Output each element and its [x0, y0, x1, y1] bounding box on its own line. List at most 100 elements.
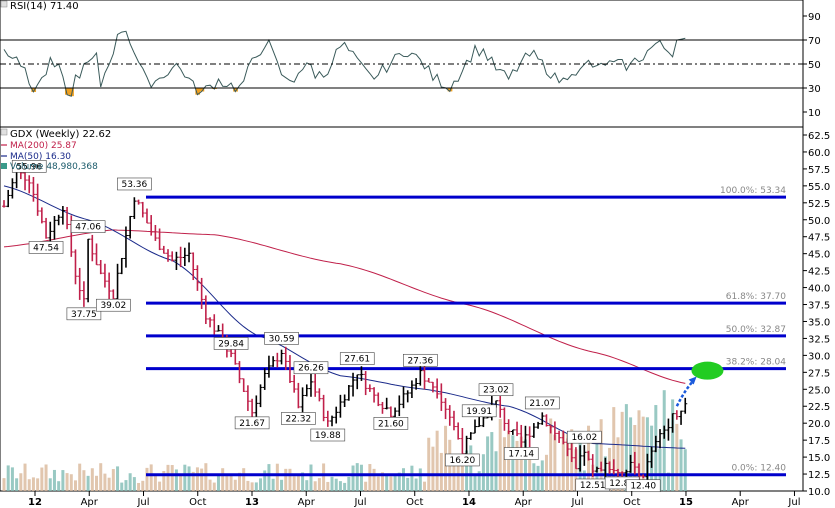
legend-ma50: MA(50) 16.30	[10, 152, 71, 162]
callout-text: 27.36	[407, 356, 433, 366]
volume-bar	[103, 473, 107, 491]
callout-text: 39.02	[100, 301, 126, 311]
volume-bar	[536, 465, 540, 491]
price-callout: 47.54	[28, 241, 64, 254]
price-callout: 23.02	[478, 383, 514, 397]
x-tick-label: Oct	[406, 497, 423, 508]
x-tick-label: Apr	[732, 497, 750, 508]
callout-box	[503, 447, 539, 460]
volume-bar	[132, 477, 136, 491]
volume-bar	[423, 481, 427, 491]
x-tick-label: Oct	[189, 497, 206, 508]
price-tick-label: 45.0	[808, 250, 830, 261]
rsi-oversold-fill	[233, 88, 238, 92]
callout-text: 19.91	[466, 407, 492, 417]
volume-bar	[95, 475, 99, 491]
volume-bar	[666, 472, 670, 491]
price-tick-label: 12.5	[808, 470, 830, 481]
volume-bar	[372, 468, 376, 491]
price-callout: 22.32	[281, 412, 316, 425]
rsi-oversold-fill	[64, 88, 70, 95]
volume-bar	[145, 467, 149, 491]
price-tick-label: 47.5	[808, 233, 830, 244]
rsi-oversold-fill	[199, 88, 205, 92]
fib-levels: 100.0%: 53.34 61.8%: 37.70 50.0%: 32.87 38.…	[146, 186, 786, 477]
rsi-oversold-fill	[31, 88, 37, 92]
x-tick-label: Jul	[136, 497, 149, 508]
x-tick-label: Apr	[81, 497, 99, 508]
callout-text: 21.67	[239, 419, 265, 429]
volume-bar	[566, 433, 570, 491]
volume-bar	[48, 478, 52, 491]
volume-bar	[523, 439, 527, 491]
volume-bar	[612, 407, 616, 491]
price-callout: 47.06	[70, 220, 106, 233]
rsi-tick-label: 30	[808, 84, 821, 95]
rsi-legend: RSI(14) 71.40	[0, 0, 79, 12]
volume-bar	[124, 480, 128, 491]
callout-text: 21.07	[529, 399, 555, 409]
rsi-tick-label: 10	[808, 108, 821, 119]
volume-bar	[637, 410, 641, 491]
price-tick-label: 55.0	[808, 182, 830, 193]
price-title: GDX (Weekly) 22.62	[10, 129, 111, 140]
rsi-path	[3, 30, 686, 97]
volume-bar	[82, 470, 86, 491]
volume-bar	[10, 467, 14, 491]
volume-bar	[351, 465, 355, 491]
volume-bar	[679, 439, 683, 491]
volume-bar	[288, 468, 292, 491]
volume-bar	[393, 474, 397, 491]
callout-box	[293, 361, 329, 375]
volume-bar	[69, 474, 73, 491]
price-tick-label: 52.5	[808, 199, 830, 210]
x-tick-label: Jul	[570, 497, 583, 508]
volume-bar	[296, 475, 300, 491]
callout-box	[234, 416, 270, 430]
callout-box	[445, 453, 480, 467]
callout-text: 27.61	[344, 355, 370, 365]
price-callout: 16.02	[567, 430, 602, 444]
callout-box	[403, 353, 438, 367]
rsi-tick-label: 90	[808, 12, 821, 23]
volume-bar	[397, 472, 401, 491]
volume-bar	[347, 476, 351, 491]
price-callout: 37.75	[66, 307, 102, 321]
volume-bar	[2, 478, 6, 491]
price-tick-label: 57.5	[808, 165, 830, 176]
price-callout: 21.60	[373, 417, 409, 430]
price-tick-label: 17.5	[808, 436, 830, 447]
volume-bar	[313, 481, 317, 491]
price-tick-label: 42.5	[808, 267, 830, 278]
price-tick-label: 27.5	[808, 368, 830, 379]
volume-bar	[406, 477, 410, 491]
price-callout: 19.88	[310, 428, 346, 442]
volume-bar	[305, 480, 309, 491]
volume-bar	[355, 463, 359, 491]
callout-text: 47.06	[75, 223, 101, 233]
callout-box	[478, 383, 514, 397]
volume-bar	[544, 454, 548, 491]
volume-bar	[229, 474, 233, 491]
price-callout: 16.20	[445, 453, 480, 467]
price-tick-label: 20.0	[808, 419, 830, 430]
volume-bar	[330, 476, 334, 491]
x-tick-label: Jul	[787, 497, 800, 508]
volume-bar	[309, 464, 313, 491]
rsi-title: RSI(14) 71.40	[10, 1, 79, 12]
volume-bar	[52, 469, 56, 491]
volume-bar	[418, 468, 422, 491]
volume-bar	[99, 463, 103, 491]
volume-bar	[641, 416, 645, 491]
volume-bar	[343, 482, 347, 491]
volume-bar	[233, 479, 237, 491]
callout-text: 29.84	[218, 339, 244, 349]
volume-bar	[414, 478, 418, 491]
price-callout: 12.40	[625, 479, 661, 493]
volume-bar	[128, 473, 132, 491]
volume-bar	[162, 470, 166, 491]
volume-bar	[481, 454, 485, 491]
volume-bar	[402, 468, 405, 491]
volume-bar	[65, 473, 69, 491]
price-callout: 19.91	[461, 404, 497, 418]
